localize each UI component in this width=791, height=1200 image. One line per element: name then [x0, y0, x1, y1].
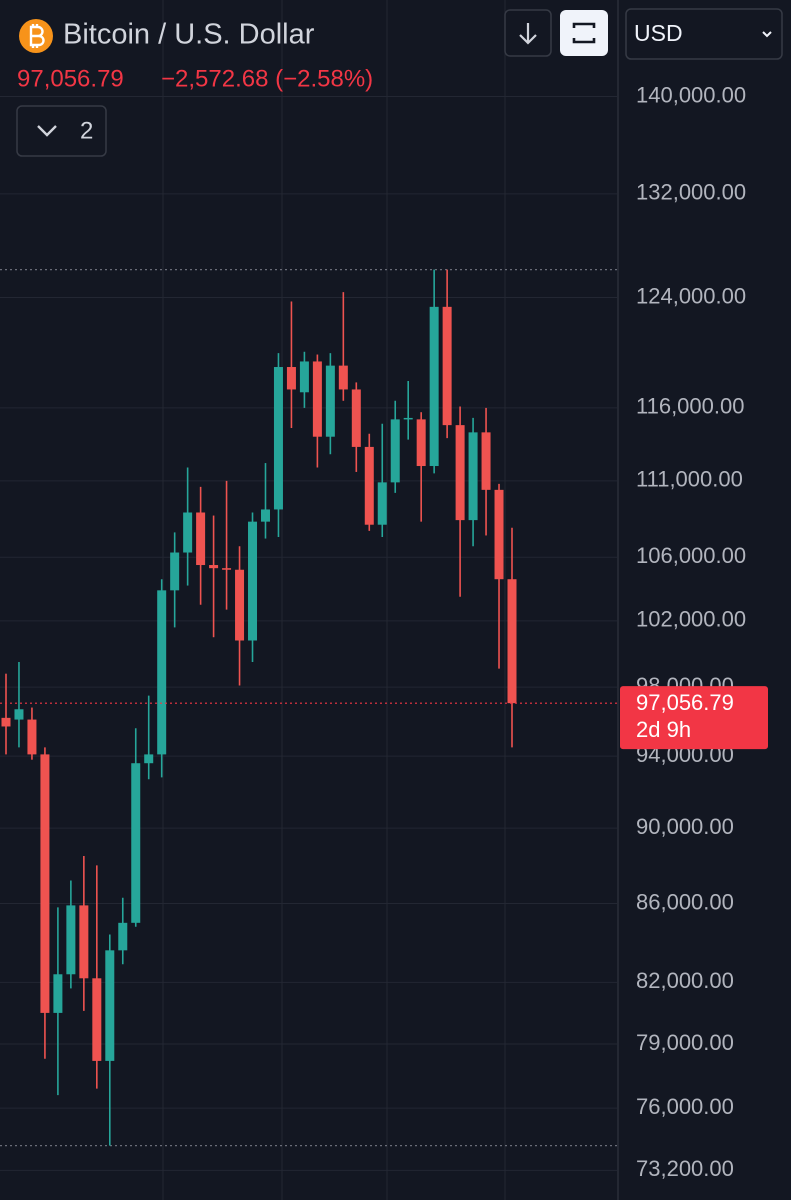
candle-body	[325, 365, 335, 437]
candle-body	[105, 950, 115, 1061]
candle-body	[79, 905, 89, 979]
chevron-icon	[37, 125, 57, 137]
currency-label: USD	[634, 20, 683, 46]
candle-body	[429, 306, 439, 467]
y-tick-label: 116,000.00	[636, 394, 744, 419]
candle-body	[299, 361, 309, 393]
header-change: −2,572.68 (−2.58%)	[161, 65, 373, 92]
fullscreen-icon	[572, 22, 596, 44]
y-tick-label: 124,000.00	[636, 283, 746, 308]
candle-body	[1, 717, 11, 727]
candle-body	[157, 590, 167, 755]
currency-dropdown[interactable]	[625, 8, 783, 60]
header-price: 97,056.79	[17, 65, 124, 92]
candle-body	[351, 389, 361, 447]
candle-body	[144, 754, 154, 764]
candle-body	[235, 569, 245, 641]
symbol-title: Bitcoin / U.S. Dollar	[63, 19, 315, 51]
y-tick-label: 82,000.00	[636, 968, 734, 993]
bitcoin-glyph	[29, 24, 45, 48]
candle-body	[170, 552, 180, 591]
indicator-count: 2	[80, 117, 93, 144]
fullscreen-button[interactable]	[560, 10, 608, 56]
download-icon	[519, 23, 537, 45]
y-tick-label: 106,000.00	[636, 543, 746, 568]
y-tick-label: 76,000.00	[636, 1094, 734, 1119]
candle-body	[92, 978, 102, 1061]
y-tick-label: 111,000.00	[636, 467, 743, 492]
candle-body	[53, 974, 63, 1013]
candle-body	[27, 719, 37, 755]
candle-body	[377, 482, 387, 525]
candle-body	[222, 568, 232, 570]
price-axis: 140,000.00 132,000.00 124,000.00 116,000.00…	[636, 82, 746, 1181]
candle-body	[286, 367, 296, 390]
candle-body	[196, 512, 206, 566]
candle-body	[338, 365, 348, 390]
candle-body	[131, 763, 141, 923]
candle-body	[14, 709, 24, 720]
candle-body	[481, 432, 491, 490]
candle-body	[507, 579, 517, 704]
last-price-box	[620, 686, 768, 750]
y-tick-label: 140,000.00	[636, 82, 746, 107]
candle-body	[494, 489, 504, 580]
dropdown-caret	[762, 31, 772, 38]
y-tick-label: 86,000.00	[636, 889, 734, 914]
y-tick-label: 79,000.00	[636, 1030, 734, 1055]
candle-body	[248, 521, 258, 641]
candle-body	[442, 306, 452, 426]
y-tick-label: 73,200.00	[636, 1156, 734, 1181]
candle-body	[468, 432, 478, 521]
indicators-toggle[interactable]	[16, 105, 107, 157]
candle-body	[209, 565, 219, 569]
candle-body	[260, 509, 270, 522]
candle-body	[403, 417, 413, 420]
y-tick-label: 90,000.00	[636, 814, 734, 839]
vertical-grid	[162, 0, 506, 1200]
candle-body	[40, 754, 50, 1013]
candle-body	[364, 446, 374, 525]
y-tick-label: 102,000.00	[636, 607, 746, 632]
candle-body	[66, 905, 76, 975]
candle-body	[273, 367, 283, 510]
candle-body	[183, 512, 193, 553]
last-price-label: 97,056.79	[636, 690, 734, 715]
candles	[0, 269, 617, 1147]
candle-body	[455, 425, 465, 521]
candle-body	[390, 419, 400, 483]
candle-body	[118, 922, 128, 951]
candle-body	[312, 361, 322, 437]
y-tick-label: 132,000.00	[636, 180, 746, 205]
countdown-label: 2d 9h	[636, 717, 691, 742]
candle-body	[416, 419, 426, 467]
